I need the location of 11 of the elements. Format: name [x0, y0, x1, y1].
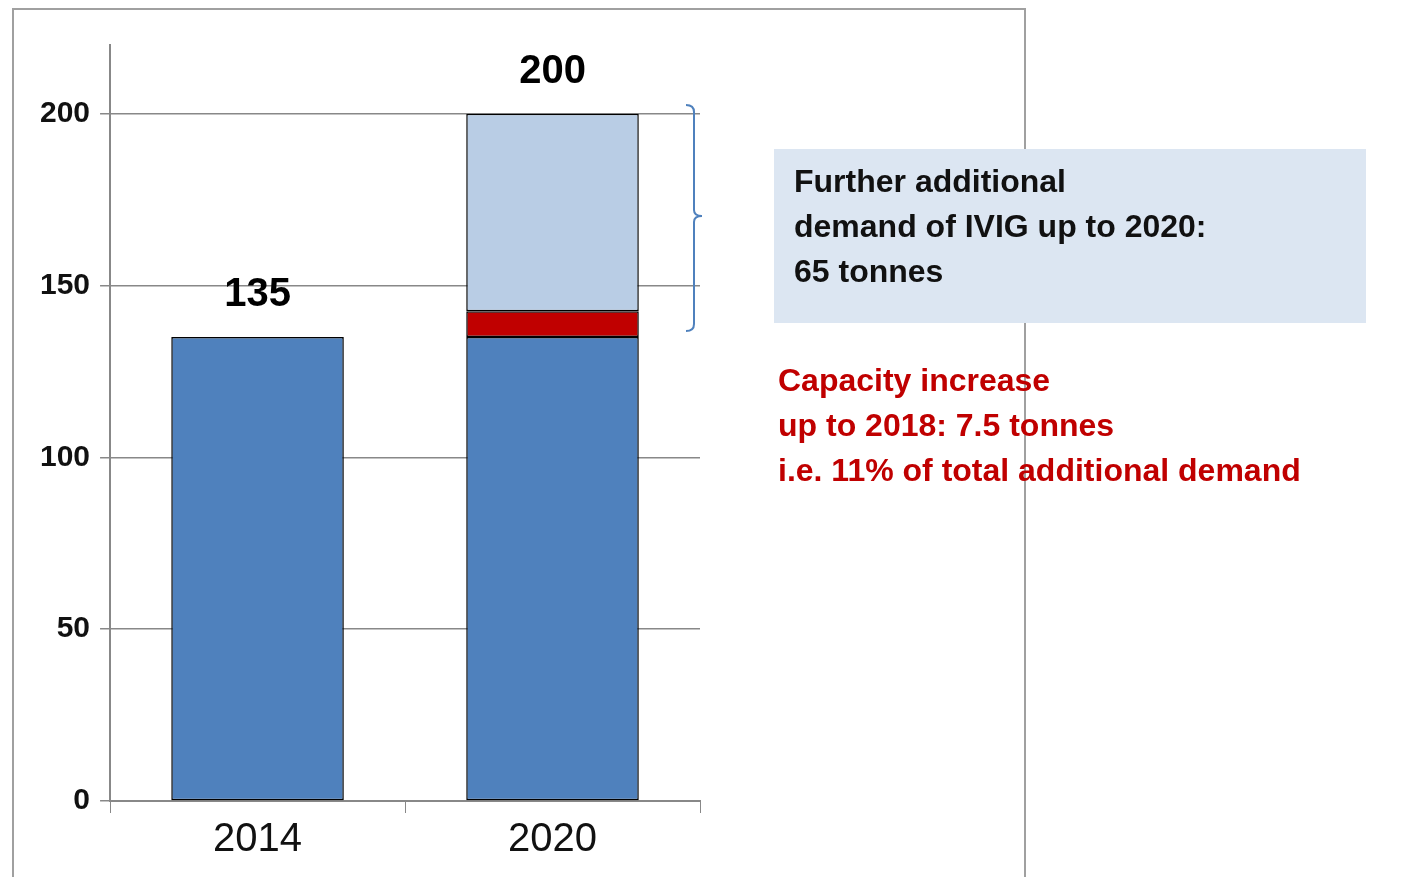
total-label: 135 — [224, 270, 291, 315]
total-label: 200 — [519, 46, 586, 91]
y-tick-label: 0 — [73, 782, 91, 816]
text: Capacity increase up to 2018: 7.5 tonnes i.e. 11% of total additional demand — [778, 361, 1301, 490]
x-tick-label: 2020 — [508, 815, 598, 860]
y-tick-label: 50 — [56, 610, 91, 644]
y-tick-label: 100 — [39, 438, 91, 472]
text: Further additional demand of IVIG up to 2020: 65 tonnes — [774, 149, 1366, 323]
y-tick-label: 200 — [39, 94, 91, 128]
x-tick-label: 2014 — [213, 815, 303, 860]
y-tick-label: 150 — [39, 266, 91, 300]
